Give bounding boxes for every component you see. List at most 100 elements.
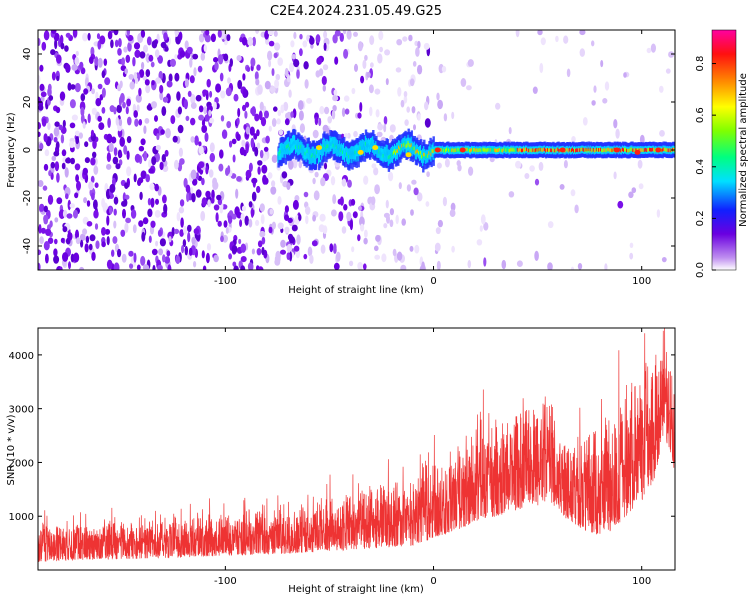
heatmap-speckle [179,158,185,165]
heatmap-speckle [82,167,89,176]
heatmap-speckle [412,61,417,67]
heatmap-speckle [623,72,627,78]
heatmap-speckle [117,248,122,258]
heatmap-speckle [48,95,54,101]
heatmap-speckle [151,248,158,256]
heatmap-speckle [291,54,297,60]
heatmap-speckle [198,145,204,155]
heatmap-speckle [79,266,85,270]
heatmap-speckle [307,246,313,257]
heatmap-speckle [65,157,72,164]
heatmap-speckle [129,263,134,269]
heatmap-speckle [287,233,294,241]
heatmap-speckle [66,213,73,219]
heatmap-speckle [357,41,363,52]
heatmap-speckle [155,198,159,205]
heatmap-speckle [235,188,239,199]
heatmap-speckle [121,57,125,66]
heatmap-speckle [53,150,60,157]
heatmap-speckle [38,262,41,270]
heatmap-speckle [192,178,198,186]
heatmap-speckle [74,130,80,137]
heatmap-speckle [286,243,293,253]
heatmap-speckle [284,214,290,221]
heatmap-speckle [225,87,232,97]
heatmap-speckle [184,40,189,50]
heatmap-speckle [192,53,199,60]
heatmap-speckle [71,64,78,71]
heatmap-speckle [225,227,229,234]
heatmap-speckle [563,35,569,44]
heatmap-speckle [314,171,319,178]
heatmap-speckle [54,217,59,223]
heatmap-speckle [201,177,205,186]
heatmap-speckle [204,34,211,43]
heatmap-speckle [114,39,119,48]
heatmap-speckle [38,74,41,85]
heatmap-speckle [435,227,441,235]
heatmap-speckle [280,239,286,248]
heatmap-speckle [215,212,219,223]
heatmap-speckle [85,235,90,244]
heatmap-speckle [255,30,260,34]
heatmap-speckle [75,50,79,57]
heatmap-speckle [185,184,191,193]
heatmap-speckle [314,116,319,126]
colorbar-gradient [711,29,737,271]
heatmap-speckle [369,35,375,46]
heatmap-speckle [159,84,164,94]
heatmap-speckle [269,208,274,215]
heatmap-speckle [104,77,111,86]
heatmap-speckle [158,248,164,256]
y-tick-label: 3000 [9,405,34,416]
heatmap-speckle [184,245,188,256]
heatmap-speckle [290,111,294,118]
heatmap-speckle [43,241,50,251]
heatmap-speckle [258,110,263,121]
heatmap-speckle [341,178,347,187]
heatmap-speckle [216,194,222,201]
heatmap-speckle [254,113,260,122]
heatmap-speckle [284,118,290,126]
heatmap-speckle [245,126,250,135]
snr-y-axis-label: SNR (10 * v/v) [6,414,17,485]
heatmap-speckle [87,32,91,41]
heatmap-speckle [219,149,224,159]
heatmap-speckle [269,85,276,94]
heatmap-speckle [400,264,407,270]
heatmap-speckle [124,194,130,200]
heatmap-speckle [563,160,568,169]
heatmap-hotspot [405,152,412,158]
snr-series [38,328,675,563]
heatmap-speckle [250,107,255,115]
heatmap-speckle [247,262,254,270]
heatmap-speckle [381,253,387,263]
heatmap-speckle [248,218,253,228]
heatmap-speckle [160,41,167,49]
heatmap-speckle [256,142,261,149]
heatmap-speckle [303,253,308,260]
heatmap-speckle [126,150,130,160]
heatmap-speckle [483,257,487,267]
heatmap-speckle [311,240,318,247]
heatmap-speckle [396,39,403,46]
heatmap-speckle [201,197,207,207]
heatmap-speckle [409,78,415,87]
heatmap-speckle [350,198,356,206]
heatmap-speckle [351,87,356,95]
heatmap-speckle [389,208,394,216]
heatmap-speckle [236,133,241,141]
heatmap-speckle [285,112,290,120]
heatmap-speckle [181,245,185,254]
heatmap-speckle [252,36,256,47]
heatmap-speckle [210,33,216,43]
heatmap-speckle [346,30,352,40]
heatmap-speckle [483,222,489,231]
heatmap-speckle [261,164,268,174]
heatmap-speckle [179,229,184,237]
heatmap-speckle [198,141,202,147]
heatmap-speckle [97,83,103,90]
x-tick-label: -100 [214,576,237,587]
heatmap-speckle [92,151,97,158]
heatmap-panel: -100 0 100 -40 -20 0 20 40 Height of straight … [6,29,676,296]
